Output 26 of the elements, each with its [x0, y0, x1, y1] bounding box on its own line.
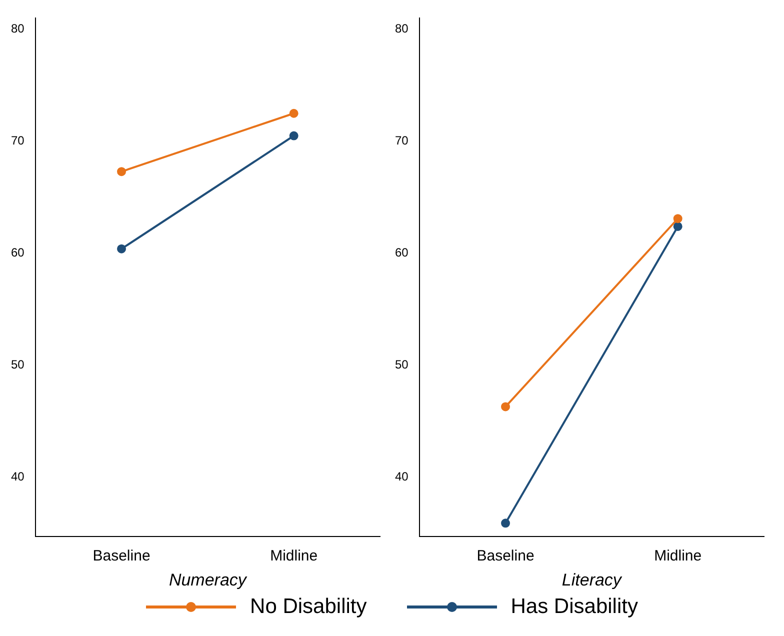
point: [117, 244, 126, 254]
y-tick-label: 80: [10, 22, 25, 36]
point: [117, 167, 126, 176]
x-tick-label: Midline: [654, 548, 702, 565]
y-tick-label: 60: [394, 246, 409, 260]
x-tick-label: Baseline: [476, 548, 534, 565]
point: [673, 214, 682, 224]
x-tick-label: Midline: [270, 548, 318, 565]
x-tick-label: Baseline: [92, 548, 150, 565]
y-tick-label: 50: [394, 358, 409, 372]
point: [673, 222, 682, 231]
legend-label: Has Disability: [510, 595, 638, 619]
y-tick-label: 70: [394, 134, 409, 148]
y-tick-label: 40: [10, 470, 25, 484]
x-axis-title: Literacy: [562, 570, 623, 590]
legend-label: No Disability: [250, 595, 367, 619]
point: [289, 108, 298, 118]
point: [501, 518, 510, 528]
y-tick-label: 60: [10, 246, 25, 260]
y-tick-label: 40: [394, 470, 409, 484]
y-tick-label: 80: [394, 22, 409, 36]
y-tick-label: 50: [10, 358, 25, 372]
point: [289, 131, 298, 140]
x-axis-title: Numeracy: [168, 570, 248, 590]
point: [501, 402, 510, 412]
y-tick-label: 70: [10, 134, 25, 148]
